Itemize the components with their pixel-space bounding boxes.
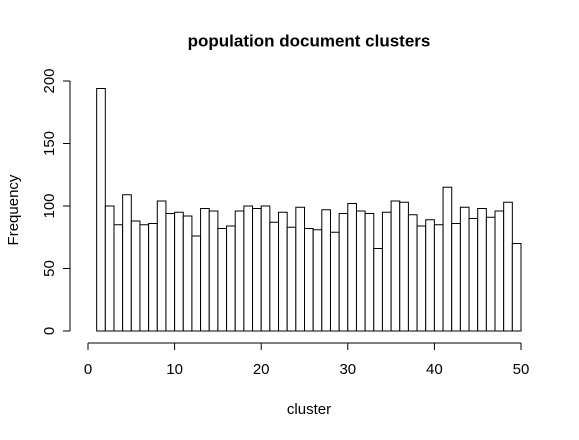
bar [338, 213, 349, 332]
bar [252, 208, 262, 332]
bar [304, 228, 314, 332]
bar [364, 213, 375, 332]
x-tick-label: 10 [166, 361, 183, 378]
y-axis-label: Frequency [5, 174, 22, 245]
bar [260, 205, 271, 332]
bar [286, 226, 297, 332]
x-tick-label: 0 [84, 361, 92, 378]
bar [208, 210, 219, 332]
bar [390, 200, 401, 332]
bar [96, 88, 106, 332]
bar [139, 224, 150, 332]
bar [243, 205, 254, 332]
bar [451, 223, 461, 332]
bar [494, 210, 505, 332]
bar [217, 228, 228, 332]
x-tick-label: 30 [339, 361, 356, 378]
bar [200, 208, 210, 332]
bar [165, 213, 176, 332]
bar [130, 220, 141, 332]
bar [381, 211, 392, 332]
bar [511, 243, 522, 332]
y-tick-label: 200 [41, 68, 58, 93]
y-tick-label: 0 [41, 327, 58, 335]
bar [416, 225, 427, 332]
bar [148, 223, 158, 332]
x-axis-label: cluster [287, 401, 331, 418]
bar [485, 216, 496, 332]
bar [312, 229, 323, 332]
bar [174, 211, 184, 332]
bar [104, 205, 115, 332]
bar [113, 224, 124, 332]
bar [468, 218, 479, 332]
bar [329, 231, 340, 332]
bar [373, 248, 383, 332]
bar [182, 215, 193, 332]
bar [278, 211, 288, 332]
bar [295, 206, 305, 332]
x-tick-label: 20 [253, 361, 270, 378]
bar [477, 208, 487, 332]
bar [269, 221, 280, 332]
bar [156, 200, 167, 332]
chart-title: population document clusters [188, 31, 431, 50]
bar [433, 224, 444, 332]
bar [459, 206, 470, 332]
bar [442, 186, 453, 332]
y-tick-label: 100 [41, 193, 58, 218]
bar [191, 235, 202, 332]
bar [355, 210, 366, 332]
x-tick-label: 50 [513, 361, 530, 378]
bar [399, 201, 409, 332]
y-tick-label: 50 [41, 260, 58, 277]
y-tick-label: 150 [41, 131, 58, 156]
bar [425, 219, 435, 332]
bar [321, 209, 331, 332]
bar [226, 225, 236, 332]
bar [122, 194, 132, 332]
bar [234, 210, 245, 332]
bar [503, 201, 513, 332]
bar [347, 203, 357, 332]
bar [407, 214, 418, 332]
x-tick-label: 40 [426, 361, 443, 378]
